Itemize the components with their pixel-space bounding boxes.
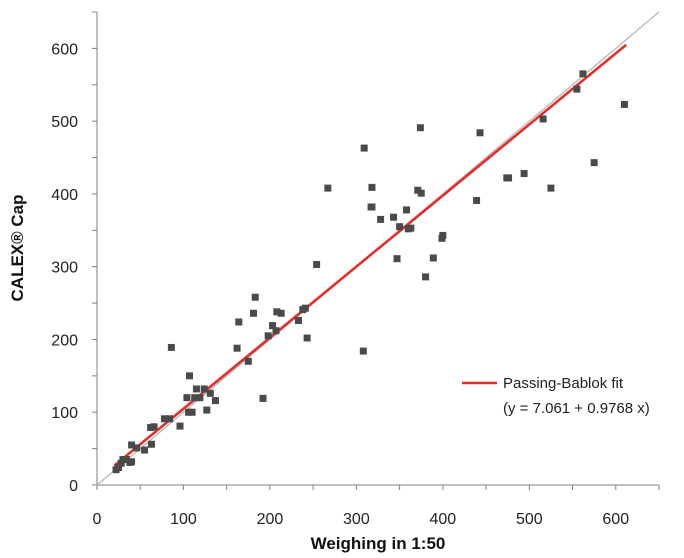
data-point <box>476 129 484 137</box>
data-point <box>620 100 628 108</box>
data-point <box>393 255 401 263</box>
data-point <box>313 261 321 269</box>
x-tick-label: 200 <box>257 511 284 528</box>
data-point <box>368 183 376 191</box>
data-point <box>141 446 149 454</box>
data-point <box>249 309 257 317</box>
data-point <box>539 115 547 123</box>
data-point <box>186 372 194 380</box>
x-axis-title: Weighing in 1:50 <box>311 534 446 553</box>
data-point <box>192 385 200 393</box>
data-point <box>547 184 555 192</box>
data-point <box>407 224 415 232</box>
axes <box>96 12 659 486</box>
legend-fit-label: Passing-Bablok fit <box>503 375 624 392</box>
data-point <box>160 415 168 423</box>
data-point <box>390 213 398 221</box>
y-tick-label: 400 <box>51 187 78 204</box>
data-point <box>211 397 219 405</box>
y-tick-label: 0 <box>69 478 78 495</box>
data-point <box>133 444 141 452</box>
data-point <box>200 385 208 393</box>
data-point <box>368 203 376 211</box>
data-point <box>416 124 424 132</box>
data-point <box>150 423 158 431</box>
data-point <box>115 464 123 472</box>
data-point <box>233 344 241 352</box>
data-point <box>203 406 211 414</box>
data-point <box>188 408 196 416</box>
y-tick-label: 300 <box>51 260 78 277</box>
data-point <box>303 334 311 342</box>
data-point <box>324 184 332 192</box>
ticks <box>92 11 660 490</box>
data-point <box>573 85 581 93</box>
data-point <box>294 317 302 325</box>
x-tick-label: 100 <box>170 511 197 528</box>
data-point <box>272 327 280 335</box>
x-tick-label: 400 <box>429 511 456 528</box>
data-point <box>439 231 447 239</box>
data-point <box>147 440 155 448</box>
legend-fit-equation: (y = 7.061 + 0.9768 x) <box>503 400 650 417</box>
y-tick-label: 100 <box>51 405 78 422</box>
data-point <box>273 308 281 316</box>
data-point <box>396 223 404 231</box>
y-tick-label: 600 <box>51 41 78 58</box>
data-point <box>301 304 309 312</box>
data-point <box>277 309 285 317</box>
x-tick-label: 0 <box>93 511 102 528</box>
data-point <box>128 458 136 466</box>
data-point <box>359 347 367 355</box>
x-tick-label: 500 <box>516 511 543 528</box>
data-point <box>429 254 437 262</box>
data-point <box>505 174 513 182</box>
tick-labels: 0 100 200 300 400 500 600 0 100 200 300 400 500 600 <box>51 41 629 528</box>
legend: Passing-Bablok fit (y = 7.061 + 0.9768 x… <box>462 375 650 417</box>
data-point <box>191 394 199 402</box>
data-point <box>235 318 243 326</box>
data-point <box>520 170 528 178</box>
data-point <box>166 415 174 423</box>
data-point <box>417 189 425 197</box>
data-point <box>403 206 411 214</box>
data-point <box>167 343 175 351</box>
data-point <box>264 332 272 340</box>
data-point <box>473 196 481 204</box>
y-axis-title: CALEX® Cap <box>8 195 27 302</box>
data-point <box>579 70 587 78</box>
x-tick-label: 600 <box>602 511 629 528</box>
data-points <box>112 70 628 474</box>
data-point <box>183 394 191 402</box>
data-point <box>259 394 267 402</box>
data-point <box>196 394 204 402</box>
data-point <box>128 441 136 449</box>
data-point <box>422 273 430 281</box>
y-tick-label: 200 <box>51 332 78 349</box>
data-point <box>360 144 368 152</box>
y-tick-label: 500 <box>51 114 78 131</box>
data-point <box>176 422 184 430</box>
data-point <box>269 322 277 330</box>
data-point <box>244 357 252 365</box>
data-point <box>206 389 214 397</box>
data-point <box>251 293 259 301</box>
data-point <box>117 459 125 467</box>
data-point <box>590 159 598 167</box>
x-tick-label: 300 <box>343 511 370 528</box>
data-point <box>377 215 385 223</box>
